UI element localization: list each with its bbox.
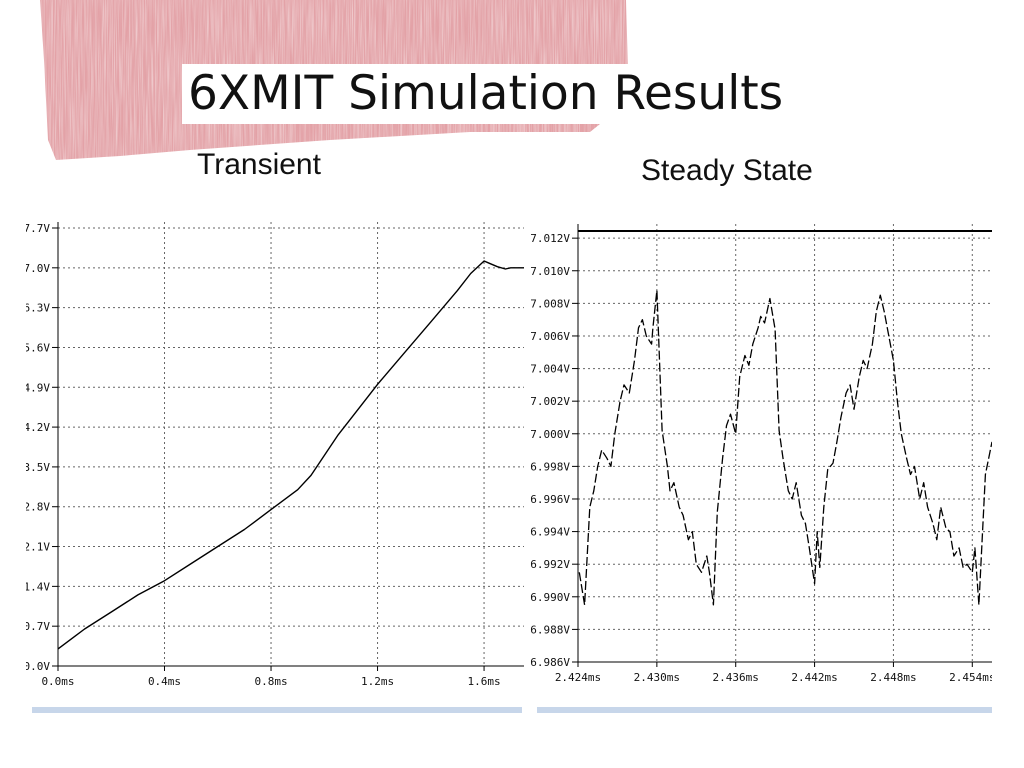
x-tick-label: 1.2ms [361, 675, 394, 688]
transient-scrollbar[interactable] [32, 707, 522, 713]
y-tick-label: 6.986V [530, 656, 570, 669]
x-tick-label: 0.4ms [148, 675, 181, 688]
series-0-line [578, 289, 992, 606]
x-tick-label: 2.430ms [634, 671, 680, 684]
y-tick-label: 7.008V [530, 297, 570, 310]
slide-title: 6XMIT Simulation Results [188, 66, 784, 121]
y-tick-label: 6.994V [530, 526, 570, 539]
y-tick-label: 4.9V [26, 381, 50, 394]
y-tick-label: 3.5V [26, 461, 50, 474]
steady-state-plot-panel: 6.986V 6.988V 6.990V 6.992V 6.994V 6.996V 6.99… [530, 200, 992, 705]
red-texture-banner [40, 0, 842, 160]
steady-state-subtitle: Steady State [641, 154, 813, 187]
x-tick-label: 1.6ms [467, 675, 500, 688]
steady-state-chart: 6.986V 6.988V 6.990V 6.992V 6.994V 6.996V 6.99… [530, 224, 992, 684]
y-tick-label: 7.0V [26, 262, 50, 275]
x-tick-label: 0.8ms [254, 675, 287, 688]
y-tick-label: 0.7V [26, 620, 50, 633]
y-tick-label: 1.4V [26, 580, 50, 593]
y-tick-label: 2.1V [26, 541, 50, 554]
y-tick-label: 7.000V [530, 428, 570, 441]
series-0-line [57, 260, 524, 650]
y-tick-label: 6.996V [530, 493, 570, 506]
y-tick-label: 6.3V [26, 302, 50, 315]
y-tick-label: 7.004V [530, 363, 570, 376]
transient-plot-panel: 0.0V 0.7V 1.4V 2.1V 2.8V 3.5V 4.2V 4.9V 5.6V 6.3V… [26, 200, 524, 705]
chart-0-grid [52, 222, 524, 671]
x-tick-label: 0.0ms [41, 675, 74, 688]
transient-chart: 0.0V 0.7V 1.4V 2.1V 2.8V 3.5V 4.2V 4.9V 5.6V 6.3V… [26, 222, 524, 688]
y-tick-label: 6.990V [530, 591, 570, 604]
y-tick-label: 7.006V [530, 330, 570, 343]
x-tick-label: 2.424ms [555, 671, 601, 684]
x-tick-label: 2.454ms [949, 671, 992, 684]
y-tick-label: 7.002V [530, 395, 570, 408]
y-tick-label: 7.012V [530, 232, 570, 245]
x-tick-label: 2.436ms [713, 671, 759, 684]
y-tick-label: 4.2V [26, 421, 50, 434]
x-tick-label: 2.448ms [870, 671, 916, 684]
y-tick-label: 2.8V [26, 501, 50, 514]
y-tick-label: 0.0V [26, 660, 50, 673]
y-tick-label: 7.010V [530, 265, 570, 278]
y-tick-label: 6.992V [530, 558, 570, 571]
chart-1-grid [572, 224, 992, 667]
x-tick-label: 2.442ms [791, 671, 837, 684]
y-tick-label: 6.988V [530, 623, 570, 636]
transient-subtitle: Transient [197, 148, 321, 181]
steady-state-scrollbar[interactable] [537, 707, 992, 713]
y-tick-label: 7.7V [26, 222, 50, 235]
y-tick-label: 6.998V [530, 460, 570, 473]
y-tick-label: 5.6V [26, 341, 50, 354]
